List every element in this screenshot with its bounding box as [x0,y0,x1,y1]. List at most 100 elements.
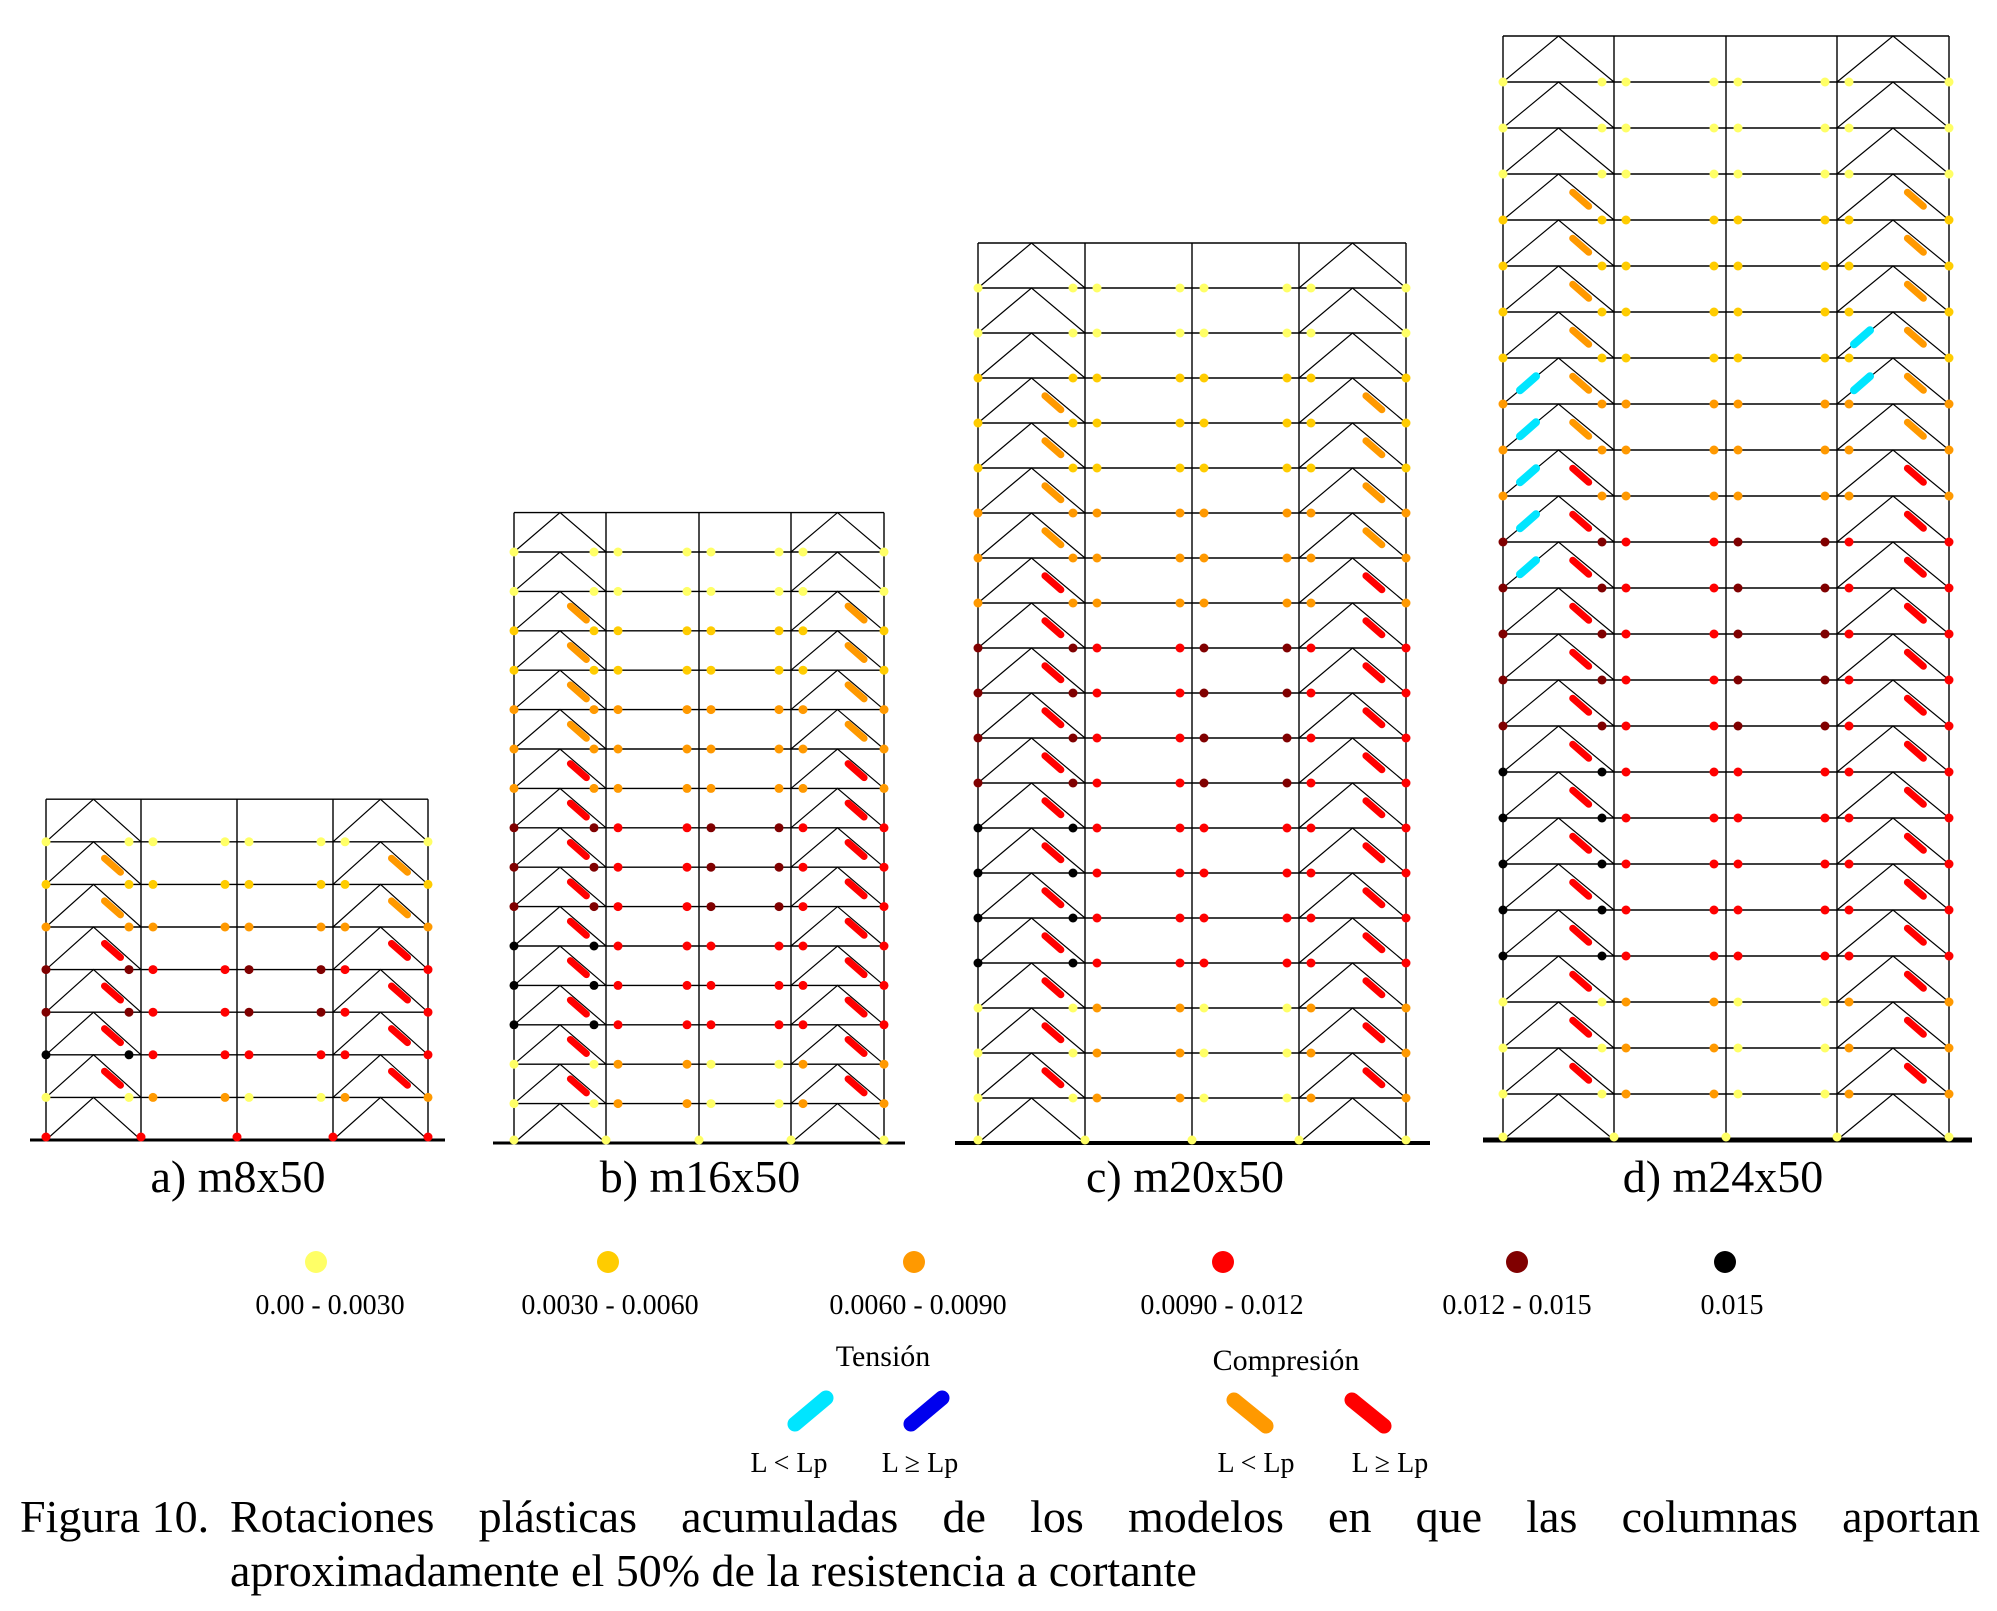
hinge-dot [1306,508,1316,518]
hinge-dot [613,665,623,675]
hinge-dot [1175,373,1185,383]
hinge-dot [1944,491,1954,501]
hinge-dot [798,1059,808,1069]
hinge-dot [774,1099,784,1109]
brace [1502,127,1615,175]
hinge-dot [509,941,519,951]
hinge-dot [124,1007,134,1017]
hinge-dot [798,705,808,715]
brace [1836,955,1950,1003]
brace-marker [101,1025,124,1047]
hinge-dot [706,705,716,715]
brace-marker [1362,1067,1386,1089]
hinge-dot [423,965,433,975]
hinge-dot [798,665,808,675]
hinge-dot [1820,813,1830,823]
hinge-dot [1621,537,1631,547]
hinge-dot [1175,463,1185,473]
hinge-dot [1820,583,1830,593]
brace [790,630,885,671]
brace-marker [1041,527,1065,549]
hinge-dot [1068,328,1078,338]
hinge-dot [1621,583,1631,593]
hinge-dot [1597,445,1607,455]
hinge-dot [1709,1089,1719,1099]
hinge-dot [1092,463,1102,473]
base-hinge-dot [1944,1132,1954,1142]
hinge-dot [1733,491,1743,501]
hinge-dot [1844,445,1854,455]
hinge-dot [1199,643,1209,653]
hinge-dot [1282,1093,1292,1103]
hinge-dot [1401,508,1411,518]
hinge-dot [973,958,983,968]
brace [977,917,1086,964]
brace [1836,265,1950,313]
hinge-dot [1820,123,1830,133]
brace-marker [1903,510,1927,532]
hinge-dot [798,1020,808,1030]
hinge-dot [1092,283,1102,293]
hinge-dot [1175,913,1185,923]
hinge-dot [340,1050,350,1060]
hinge-dot [1306,598,1316,608]
hinge-dot [1401,733,1411,743]
hinge-dot [1944,215,1954,225]
hinge-dot [220,965,230,975]
brace [45,1011,142,1056]
hinge-dot [244,1050,254,1060]
hinge-dot [1092,1093,1102,1103]
hinge-dot [1944,629,1954,639]
brace [1836,311,1950,359]
base-hinge-dot [232,1132,242,1142]
legend-tension-short-icon [787,1390,834,1432]
hinge-dot [1944,767,1954,777]
hinge-dot [1175,328,1185,338]
model-label-b: b) m16x50 [600,1151,801,1202]
hinge-dot [1597,215,1607,225]
hinge-dot [316,1050,326,1060]
brace-marker [1903,418,1927,440]
hinge-dot [1306,1003,1316,1013]
brace-marker [1041,1067,1065,1089]
hinge-dot [1820,399,1830,409]
hinge-dot [1621,399,1631,409]
brace-marker [1903,1062,1927,1084]
brace-marker [1903,878,1927,900]
brace [977,782,1086,829]
hinge-dot [41,837,51,847]
hinge-dot [124,922,134,932]
brace-marker [1569,970,1593,992]
brace [1836,587,1950,635]
brace [1502,403,1615,451]
hinge-dot [244,1092,254,1102]
frame-models [30,35,1972,1145]
brace [332,1011,429,1056]
brace-marker [1569,786,1593,808]
brace [1836,449,1950,497]
brace [1502,679,1615,727]
brace [790,905,885,947]
hinge-dot [1498,123,1508,133]
hinge-dot [1733,307,1743,317]
hinge-dot [220,879,230,889]
brace [1502,1093,1615,1141]
legend-braces: Tensión Compresión L < Lp L ≥ Lp L < Lp … [751,1340,1429,1479]
brace-marker [1362,887,1386,909]
hinge-dot [1199,463,1209,473]
brace-marker [1041,707,1065,729]
brace-marker [1362,842,1386,864]
base-hinge-dot [41,1132,51,1142]
hinge-dot [774,941,784,951]
model-label-d: d) m24x50 [1623,1151,1824,1202]
brace [332,968,429,1013]
brace-marker [1569,924,1593,946]
brace-marker [1569,740,1593,762]
hinge-dot [220,837,230,847]
hinge-dot [1944,537,1954,547]
brace [45,968,142,1013]
hinge-dot [706,1020,716,1030]
hinge-dot [1175,283,1185,293]
hinge-dot [1944,307,1954,317]
hinge-dot [509,783,519,793]
